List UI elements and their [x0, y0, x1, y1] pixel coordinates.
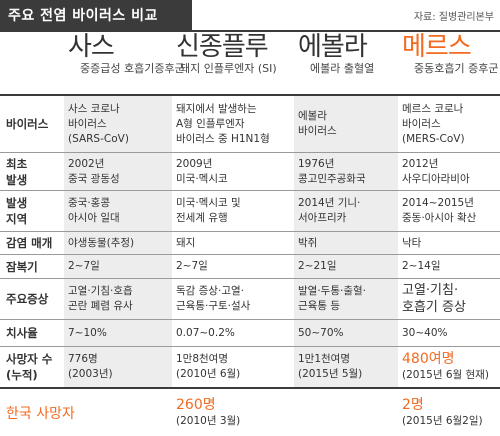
col-header-sars: 사스 중증급성 호흡기증후군 — [64, 32, 185, 94]
table-cell: 야생동물(추정) — [64, 232, 172, 254]
col-name: 에볼라 — [298, 32, 368, 62]
table-cell: 30~40% — [398, 320, 500, 346]
table-cell: 미국·멕시코 및 전세계 유행 — [172, 191, 294, 231]
table-cell: 2014~2015년 중동·아시아 확산 — [398, 191, 500, 231]
col-name: 사스 — [68, 32, 115, 62]
row-rule — [0, 346, 500, 347]
table-cell: 낙타 — [398, 232, 500, 254]
col-name: 신종플루 — [176, 32, 269, 62]
col-header-flu: 신종플루 돼지 인플루엔자 (SI) — [172, 32, 294, 94]
table-cell: 776명 (2003년) — [64, 347, 172, 387]
table-cell: 고열·기침· 호흡기 증상 — [398, 279, 500, 319]
table-cell-empty — [294, 389, 398, 436]
col-name: 메르스 — [402, 32, 472, 62]
table-cell: 2~7일 — [64, 255, 172, 278]
table-cell: 돼지 — [172, 232, 294, 254]
table-row-vector: 감염 매개 야생동물(추정) 돼지 박쥐 낙타 — [0, 232, 500, 254]
table-cell: 박쥐 — [294, 232, 398, 254]
table-row-fatality: 치사율 7~10% 0.07~0.2% 50~70% 30~40% — [0, 320, 500, 346]
col-header-ebola: 에볼라 에볼라 출혈열 — [294, 32, 398, 94]
table-cell: 메르스 코로나 바이러스 (MERS-CoV) — [398, 96, 500, 152]
korea-flu-deaths: 260명 — [176, 396, 216, 413]
row-label: 잠복기 — [6, 259, 38, 274]
top-rule — [0, 30, 500, 32]
table-row-first-outbreak: 최초 발생 2002년 중국 광동성 2009년 미국·멕시코 1976년 콩고… — [0, 153, 500, 190]
title-bar: 주요 전염 바이러스 비교 자료: 질병관리본부 — [0, 0, 500, 30]
table-cell: 2009년 미국·멕시코 — [172, 153, 294, 190]
table-cell: 2012년 사우디아라비아 — [398, 153, 500, 190]
col-sub: 중증급성 호흡기증후군 — [80, 62, 185, 75]
row-label: 사망자 수 (누적) — [6, 352, 53, 382]
table-cell: 고열·기침·호흡 곤란 폐렴 유사 — [64, 279, 172, 319]
row-label: 최초 발생 — [6, 156, 28, 187]
table-cell: 1만8천여명 (2010년 6월) — [172, 347, 294, 387]
table-row-deaths: 사망자 수 (누적) 776명 (2003년) 1만8천여명 (2010년 6월… — [0, 347, 500, 387]
table-cell: 50~70% — [294, 320, 398, 346]
row-rule — [0, 278, 500, 279]
table-cell: 발열·두통·출혈· 근육통 등 — [294, 279, 398, 319]
table-cell: 2명 (2015년 6월2일) — [398, 389, 500, 436]
row-rule — [0, 319, 500, 320]
row-label: 치사율 — [6, 326, 38, 340]
mers-deaths: 480여명 — [402, 351, 455, 367]
table-cell: 260명 (2010년 3월) — [172, 389, 294, 436]
table-cell: 2~14일 — [398, 255, 500, 278]
table-cell: 독감 증상·고열· 근육통·구토·설사 — [172, 279, 294, 319]
korea-mers-deaths: 2명 — [402, 396, 424, 413]
table-row-virus: 바이러스 사스 코로나 바이러스 (SARS-CoV) 돼지에서 발생하는 A형… — [0, 96, 500, 152]
source-note: 자료: 질병관리본부 — [413, 11, 494, 23]
col-sub: 돼지 인플루엔자 (SI) — [180, 62, 277, 75]
korea-flu-note: (2010년 3월) — [176, 414, 241, 427]
row-label: 발생 지역 — [6, 196, 28, 226]
table-cell: 에볼라 바이러스 — [294, 96, 398, 152]
col-sub: 중동호흡기 증후군 — [414, 62, 499, 75]
korea-mers-note: (2015년 6월2일) — [402, 414, 483, 427]
row-rule — [0, 152, 500, 153]
col-header-mers: 메르스 중동호흡기 증후군 — [398, 32, 500, 94]
table-row-incubation: 잠복기 2~7일 2~7일 2~21일 2~14일 — [0, 255, 500, 278]
table-cell: 2~21일 — [294, 255, 398, 278]
table-cell: 480여명 (2015년 6월 현재) — [398, 347, 500, 387]
table-cell: 2002년 중국 광동성 — [64, 153, 172, 190]
table-cell: 2014년 기니· 서아프리카 — [294, 191, 398, 231]
table-cell: 1976년 콩고민주공화국 — [294, 153, 398, 190]
row-label: 주요증상 — [6, 292, 49, 306]
table-cell: 돼지에서 발생하는 A형 인플루엔자 바이러스 중 H1N1형 — [172, 96, 294, 152]
table-cell: 0.07~0.2% — [172, 320, 294, 346]
row-rule — [0, 190, 500, 191]
table-cell: 중국·홍콩 아시아 일대 — [64, 191, 172, 231]
row-rule — [0, 387, 500, 389]
table-row-korea-deaths: 한국 사망자 260명 (2010년 3월) 2명 (2015년 6월2일) — [0, 389, 500, 436]
table-cell: 1만1천여명 (2015년 5월) — [294, 347, 398, 387]
table-row-region: 발생 지역 중국·홍콩 아시아 일대 미국·멕시코 및 전세계 유행 2014년… — [0, 191, 500, 231]
row-label: 감염 매개 — [6, 236, 53, 250]
row-rule — [0, 231, 500, 232]
page-title: 주요 전염 바이러스 비교 — [0, 0, 192, 30]
row-label: 바이러스 — [6, 117, 49, 131]
row-rule — [0, 254, 500, 255]
header-rule — [0, 94, 500, 96]
table-row-symptoms: 주요증상 고열·기침·호흡 곤란 폐렴 유사 독감 증상·고열· 근육통·구토·… — [0, 279, 500, 319]
korea-label: 한국 사망자 — [6, 405, 75, 422]
table-cell: 2~7일 — [172, 255, 294, 278]
mers-deaths-note: (2015년 6월 현재) — [402, 369, 489, 381]
table-cell: 7~10% — [64, 320, 172, 346]
table-cell: 사스 코로나 바이러스 (SARS-CoV) — [64, 96, 172, 152]
col-sub: 에볼라 출혈열 — [310, 62, 375, 75]
